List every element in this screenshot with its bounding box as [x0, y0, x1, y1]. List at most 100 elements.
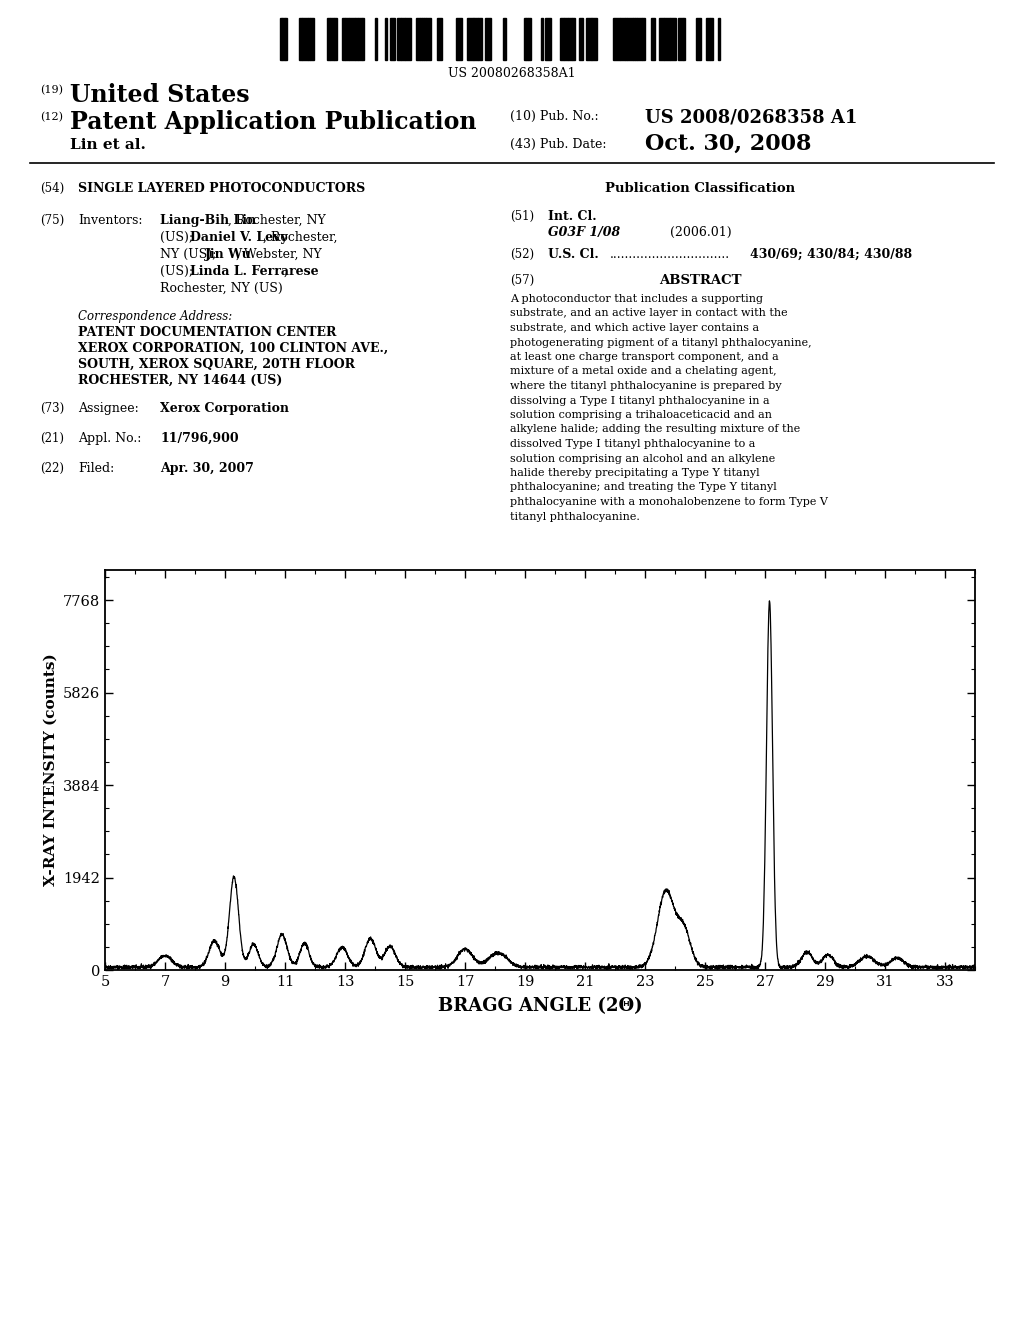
Bar [467, 18, 473, 59]
Bar [642, 18, 645, 59]
Text: United States: United States [70, 83, 250, 107]
Text: at least one charge transport component, and a: at least one charge transport component,… [510, 352, 778, 362]
Text: where the titanyl phthalocyanine is prepared by: where the titanyl phthalocyanine is prep… [510, 381, 781, 391]
Text: A photoconductor that includes a supporting: A photoconductor that includes a support… [510, 294, 763, 304]
Text: Rochester, NY (US): Rochester, NY (US) [160, 282, 283, 294]
Text: US 2008/0268358 A1: US 2008/0268358 A1 [645, 108, 857, 125]
Text: Oct. 30, 2008: Oct. 30, 2008 [645, 133, 811, 154]
Bar [426, 18, 431, 59]
Text: 430/69; 430/84; 430/88: 430/69; 430/84; 430/88 [750, 248, 912, 261]
Bar [345, 18, 349, 59]
Bar [456, 18, 462, 59]
Text: (51): (51) [510, 210, 535, 223]
Bar [330, 18, 334, 59]
Bar [283, 18, 285, 59]
Bar [678, 18, 683, 59]
Bar [385, 18, 387, 59]
Text: dissolved Type I titanyl phthalocyanine to a: dissolved Type I titanyl phthalocyanine … [510, 440, 756, 449]
Bar [718, 18, 720, 59]
Text: (22): (22) [40, 462, 63, 475]
Bar [474, 18, 478, 59]
Text: phthalocyanine with a monohalobenzene to form Type V: phthalocyanine with a monohalobenzene to… [510, 498, 827, 507]
Text: substrate, and an active layer in contact with the: substrate, and an active layer in contac… [510, 309, 787, 318]
Bar [628, 18, 634, 59]
Bar [423, 18, 424, 59]
Text: SOUTH, XEROX SQUARE, 20TH FLOOR: SOUTH, XEROX SQUARE, 20TH FLOOR [78, 358, 355, 371]
Text: Jin Wu: Jin Wu [205, 248, 252, 261]
Bar [416, 18, 420, 59]
Bar [525, 18, 527, 59]
Text: (57): (57) [510, 275, 535, 286]
Text: U.S. Cl.: U.S. Cl. [548, 248, 599, 261]
Text: (10) Pub. No.:: (10) Pub. No.: [510, 110, 599, 123]
Bar [420, 18, 423, 59]
Text: (43) Pub. Date:: (43) Pub. Date: [510, 139, 606, 150]
Bar [710, 18, 713, 59]
Bar [358, 18, 361, 59]
Text: ...............................: ............................... [610, 248, 730, 261]
Y-axis label: X-RAY INTENSITY (counts): X-RAY INTENSITY (counts) [43, 653, 57, 886]
Bar [572, 18, 574, 59]
Bar [613, 18, 620, 59]
Bar [361, 18, 365, 59]
Text: (US);: (US); [160, 231, 198, 244]
Bar [564, 18, 567, 59]
Bar [580, 18, 583, 59]
Text: (52): (52) [510, 248, 535, 261]
Bar [635, 18, 637, 59]
Bar [299, 18, 302, 59]
Text: phthalocyanine; and treating the Type Y titanyl: phthalocyanine; and treating the Type Y … [510, 483, 777, 492]
Bar [302, 18, 308, 59]
Text: (54): (54) [40, 182, 65, 195]
Text: Liang-Bih Lin: Liang-Bih Lin [160, 214, 256, 227]
Text: Lin et al.: Lin et al. [70, 139, 145, 152]
Text: (US);: (US); [160, 265, 198, 279]
Bar [401, 18, 406, 59]
Bar [670, 18, 676, 59]
Text: SINGLE LAYERED PHOTOCONDUCTORS: SINGLE LAYERED PHOTOCONDUCTORS [78, 182, 366, 195]
Bar [620, 18, 625, 59]
Text: US 20080268358A1: US 20080268358A1 [449, 67, 575, 81]
Bar [308, 18, 309, 59]
Bar [424, 18, 426, 59]
Text: XEROX CORPORATION, 100 CLINTON AVE.,: XEROX CORPORATION, 100 CLINTON AVE., [78, 342, 388, 355]
Bar [396, 18, 401, 59]
Bar [659, 18, 664, 59]
Text: , Rochester,: , Rochester, [263, 231, 337, 244]
Bar [683, 18, 685, 59]
Text: G03F 1/08: G03F 1/08 [548, 226, 621, 239]
Text: 11/796,900: 11/796,900 [160, 432, 239, 445]
Bar [376, 18, 377, 59]
Bar [354, 18, 358, 59]
Text: halide thereby precipitating a Type Y titanyl: halide thereby precipitating a Type Y ti… [510, 469, 760, 478]
Bar [437, 18, 441, 59]
Text: ABSTRACT: ABSTRACT [658, 275, 741, 286]
Text: Linda L. Ferrarese: Linda L. Ferrarese [190, 265, 318, 279]
Bar [523, 18, 525, 59]
Bar [545, 18, 551, 59]
Text: Assignee:: Assignee: [78, 403, 138, 414]
Text: ROCHESTER, NY 14644 (US): ROCHESTER, NY 14644 (US) [78, 374, 283, 387]
Text: Inventors:: Inventors: [78, 214, 142, 227]
Text: NY (US);: NY (US); [160, 248, 220, 261]
Text: (12): (12) [40, 112, 63, 123]
Bar [586, 18, 591, 59]
Text: PATENT DOCUMENTATION CENTER: PATENT DOCUMENTATION CENTER [78, 326, 336, 339]
Text: dissolving a Type I titanyl phthalocyanine in a: dissolving a Type I titanyl phthalocyani… [510, 396, 770, 405]
Text: (2006.01): (2006.01) [670, 226, 731, 239]
Text: (75): (75) [40, 214, 65, 227]
Bar [664, 18, 670, 59]
Bar [334, 18, 337, 59]
Text: , Rochester, NY: , Rochester, NY [227, 214, 326, 227]
Text: Apr. 30, 2007: Apr. 30, 2007 [160, 462, 254, 475]
Bar [473, 18, 474, 59]
Bar [542, 18, 543, 59]
Bar [625, 18, 628, 59]
Bar [527, 18, 530, 59]
Text: solution comprising an alcohol and an alkylene: solution comprising an alcohol and an al… [510, 454, 775, 463]
Bar [327, 18, 330, 59]
Text: (21): (21) [40, 432, 63, 445]
Text: Correspondence Address:: Correspondence Address: [78, 310, 232, 323]
Text: Appl. No.:: Appl. No.: [78, 432, 141, 445]
Bar [342, 18, 345, 59]
